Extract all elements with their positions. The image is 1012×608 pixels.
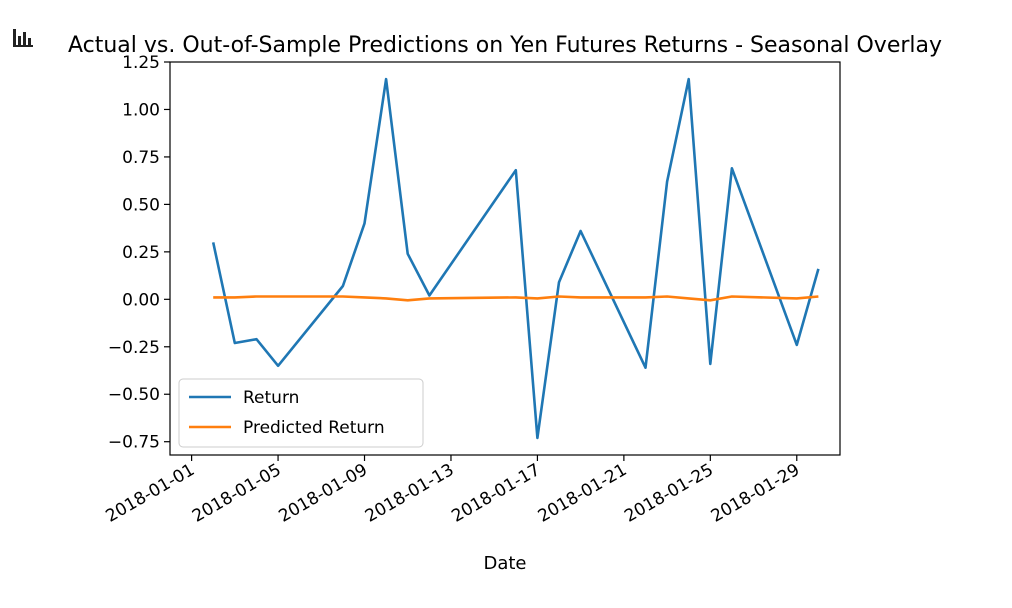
series-line-1 (213, 295, 819, 302)
chart-title: Actual vs. Out-of-Sample Predictions on … (68, 33, 942, 58)
series-line-0 (211, 77, 820, 440)
legend-label-1: Predicted Return (243, 418, 385, 438)
x-tick-label: 2018-01-25 (621, 460, 717, 527)
y-tick-label: −0.75 (108, 433, 160, 453)
x-tick-label: 2018-01-21 (535, 460, 631, 527)
y-tick-label: 0.00 (122, 290, 160, 310)
legend-label-0: Return (243, 388, 299, 408)
y-tick-label: 1.25 (122, 53, 160, 73)
legend: Return Predicted Return (178, 378, 424, 448)
x-tick-label: 2018-01-01 (103, 460, 199, 527)
y-tick-label: 0.25 (122, 243, 160, 263)
y-tick-label: 0.50 (122, 195, 160, 215)
series-layer (211, 77, 820, 440)
x-axis-label: Date (483, 553, 526, 574)
chart-toolbar-icon (13, 29, 33, 47)
y-tick-label: 0.75 (122, 148, 160, 168)
x-tick-label: 2018-01-13 (362, 460, 458, 527)
y-tick-label: −0.25 (108, 338, 160, 358)
y-axis: 1.25 1.00 0.75 0.50 0.25 0.00 −0.25 −0.50 −0.75 (108, 53, 170, 453)
legend-box (178, 378, 424, 448)
y-tick-label: −0.50 (108, 385, 160, 405)
x-axis: 2018-01-012018-01-052018-01-092018-01-13… (103, 455, 804, 527)
x-tick-label: 2018-01-29 (708, 460, 804, 527)
x-tick-label: 2018-01-17 (448, 460, 544, 527)
x-tick-label: 2018-01-05 (189, 460, 285, 527)
y-tick-label: 1.00 (122, 100, 160, 120)
x-tick-label: 2018-01-09 (275, 460, 371, 527)
